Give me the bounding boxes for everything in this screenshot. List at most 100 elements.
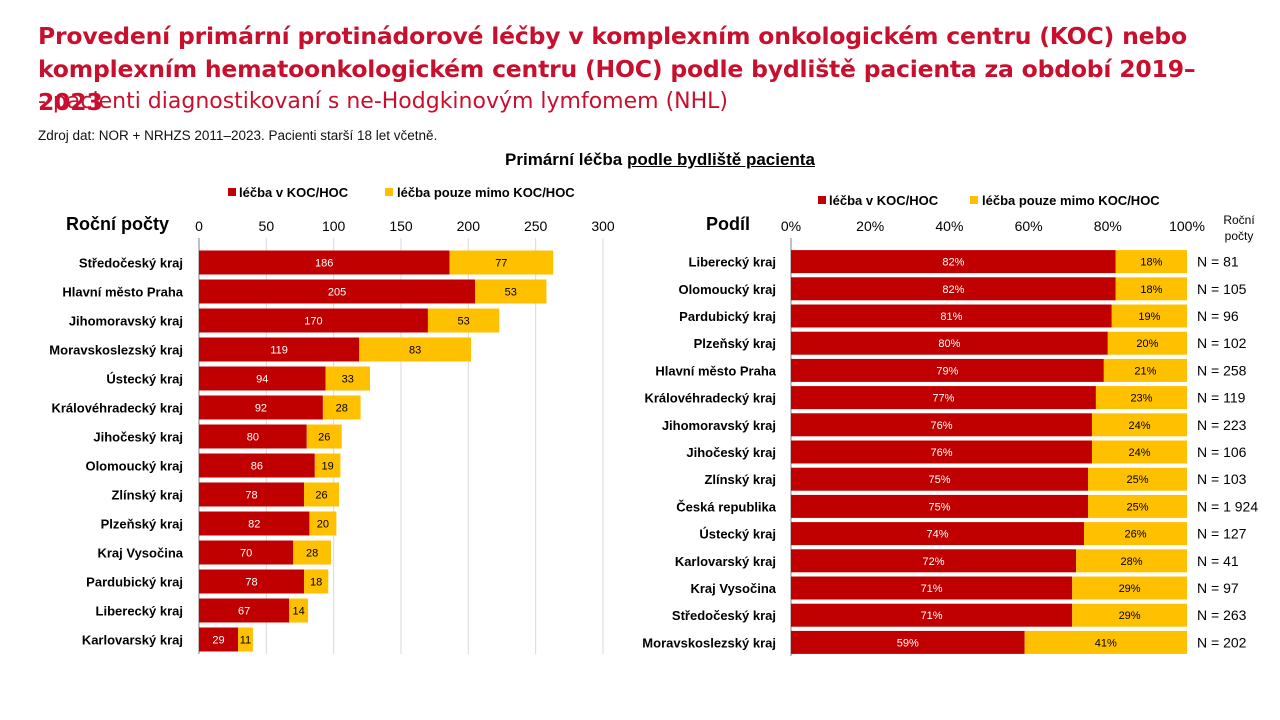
bar-mimo	[304, 569, 329, 594]
data-label-koc: 205	[328, 287, 346, 299]
bar-koc	[791, 277, 1116, 301]
x-tick-label: 100	[322, 218, 346, 234]
n-count-label: N = 81	[1197, 254, 1239, 270]
data-label-mimo: 24%	[1128, 447, 1150, 459]
category-label: Kraj Vysočina	[690, 581, 776, 596]
category-label: Hlavní město Praha	[655, 363, 776, 378]
data-label-mimo: 53	[457, 316, 469, 328]
data-label-mimo: 26	[315, 490, 327, 502]
data-label-mimo: 20%	[1136, 338, 1158, 350]
x-tick-label: 60%	[1015, 218, 1043, 234]
x-tick-label: 50	[259, 218, 275, 234]
data-label-koc: 59%	[897, 637, 919, 649]
bar-koc	[791, 250, 1116, 274]
x-tick-label: 0%	[781, 218, 801, 234]
x-tick-label: 250	[524, 218, 548, 234]
data-label-mimo: 11	[240, 635, 251, 647]
n-count-label: N = 1 924	[1197, 498, 1258, 514]
bar-mimo	[1076, 549, 1187, 573]
n-count-label: N = 105	[1197, 281, 1247, 297]
data-label-koc: 78	[245, 577, 257, 589]
section-title-part-a: Primární léčba	[505, 150, 627, 169]
bar-mimo	[306, 424, 342, 449]
bar-koc	[199, 337, 360, 362]
category-label: Karlovarský kraj	[675, 554, 776, 569]
bar-mimo	[1091, 440, 1187, 464]
category-label: Pardubický kraj	[86, 575, 183, 590]
bar-mimo	[1107, 331, 1187, 355]
data-label-koc: 186	[315, 258, 333, 270]
bar-mimo	[1072, 603, 1187, 627]
category-label: Zlínský kraj	[704, 472, 776, 487]
category-label: Královéhradecký kraj	[644, 391, 776, 406]
data-label-mimo: 29%	[1119, 610, 1141, 622]
n-count-label: N = 97	[1197, 580, 1239, 596]
data-label-koc: 80	[247, 432, 259, 444]
category-label: Pardubický kraj	[679, 309, 776, 324]
data-label-mimo: 26	[318, 432, 330, 444]
data-label-koc: 74%	[927, 529, 949, 541]
data-label-mimo: 18%	[1140, 257, 1162, 269]
bar-mimo	[1088, 494, 1187, 518]
data-label-koc: 76%	[930, 447, 952, 459]
data-label-koc: 82	[248, 519, 260, 531]
category-label: Plzeňský kraj	[694, 336, 776, 351]
bar-koc	[199, 250, 450, 275]
n-count-label: N = 106	[1197, 444, 1247, 460]
bar-mimo	[1088, 467, 1187, 491]
data-label-mimo: 24%	[1128, 420, 1150, 432]
data-label-mimo: 28%	[1121, 556, 1143, 568]
bar-koc	[791, 331, 1108, 355]
legend-label-mimo: léčba pouze mimo KOC/HOC	[982, 193, 1160, 208]
n-count-label: N = 96	[1197, 308, 1239, 324]
bar-koc	[199, 482, 305, 507]
data-label-koc: 81%	[940, 311, 962, 323]
x-tick-label: 300	[591, 218, 615, 234]
category-label: Ústecký kraj	[106, 372, 183, 387]
chart-title-counts: Roční počty	[66, 214, 169, 234]
data-label-koc: 75%	[928, 501, 950, 513]
category-label: Olomoucký kraj	[85, 459, 183, 474]
data-label-mimo: 26%	[1125, 529, 1147, 541]
category-label: Plzeňský kraj	[101, 517, 183, 532]
page-title: Provedení primární protinádorové léčby v…	[38, 22, 1196, 116]
section-title: Primární léčba podle bydliště pacienta	[0, 150, 1280, 170]
data-label-koc: 76%	[930, 420, 952, 432]
x-tick-label: 80%	[1094, 218, 1122, 234]
data-label-koc: 86	[251, 461, 263, 473]
category-label: Kraj Vysočina	[97, 546, 183, 561]
legend-label-koc: léčba v KOC/HOC	[829, 193, 939, 208]
legend-swatch-mimo	[385, 188, 393, 196]
data-label-koc: 70	[240, 548, 252, 560]
category-label: Hlavní město Praha	[62, 285, 183, 300]
n-count-label: N = 102	[1197, 335, 1247, 351]
data-source-note: Zdroj dat: NOR + NRHZS 2011–2023. Pacien…	[38, 128, 438, 143]
bar-mimo	[238, 627, 253, 652]
category-label: Královéhradecký kraj	[51, 401, 183, 416]
bar-koc	[791, 440, 1092, 464]
category-label: Zlínský kraj	[111, 488, 183, 503]
bar-koc	[791, 522, 1085, 546]
x-tick-label: 100%	[1169, 218, 1205, 234]
data-label-mimo: 19	[321, 461, 333, 473]
data-label-koc: 67	[238, 606, 250, 618]
n-count-label: N = 103	[1197, 471, 1247, 487]
bar-koc	[199, 569, 305, 594]
n-count-label: N = 119	[1197, 390, 1246, 406]
data-label-mimo: 77	[495, 258, 507, 270]
bar-koc	[199, 308, 428, 333]
bar-koc	[199, 395, 323, 420]
bar-mimo	[359, 337, 472, 362]
chart-annual-counts: léčba v KOC/HOC léčba pouze mimo KOC/HOC R…	[49, 185, 615, 654]
x-tick-label: 0	[195, 218, 203, 234]
bar-mimo	[449, 250, 554, 275]
category-label: Česká republika	[676, 499, 776, 514]
bar-koc	[791, 494, 1088, 518]
bar-mimo	[1091, 413, 1187, 437]
bar-koc	[791, 630, 1025, 654]
n-header-line1: Roční	[1223, 213, 1255, 227]
category-label: Moravskoslezský kraj	[49, 343, 183, 358]
bar-koc	[199, 453, 315, 478]
data-label-mimo: 28	[306, 548, 318, 560]
data-label-koc: 29	[212, 635, 224, 647]
